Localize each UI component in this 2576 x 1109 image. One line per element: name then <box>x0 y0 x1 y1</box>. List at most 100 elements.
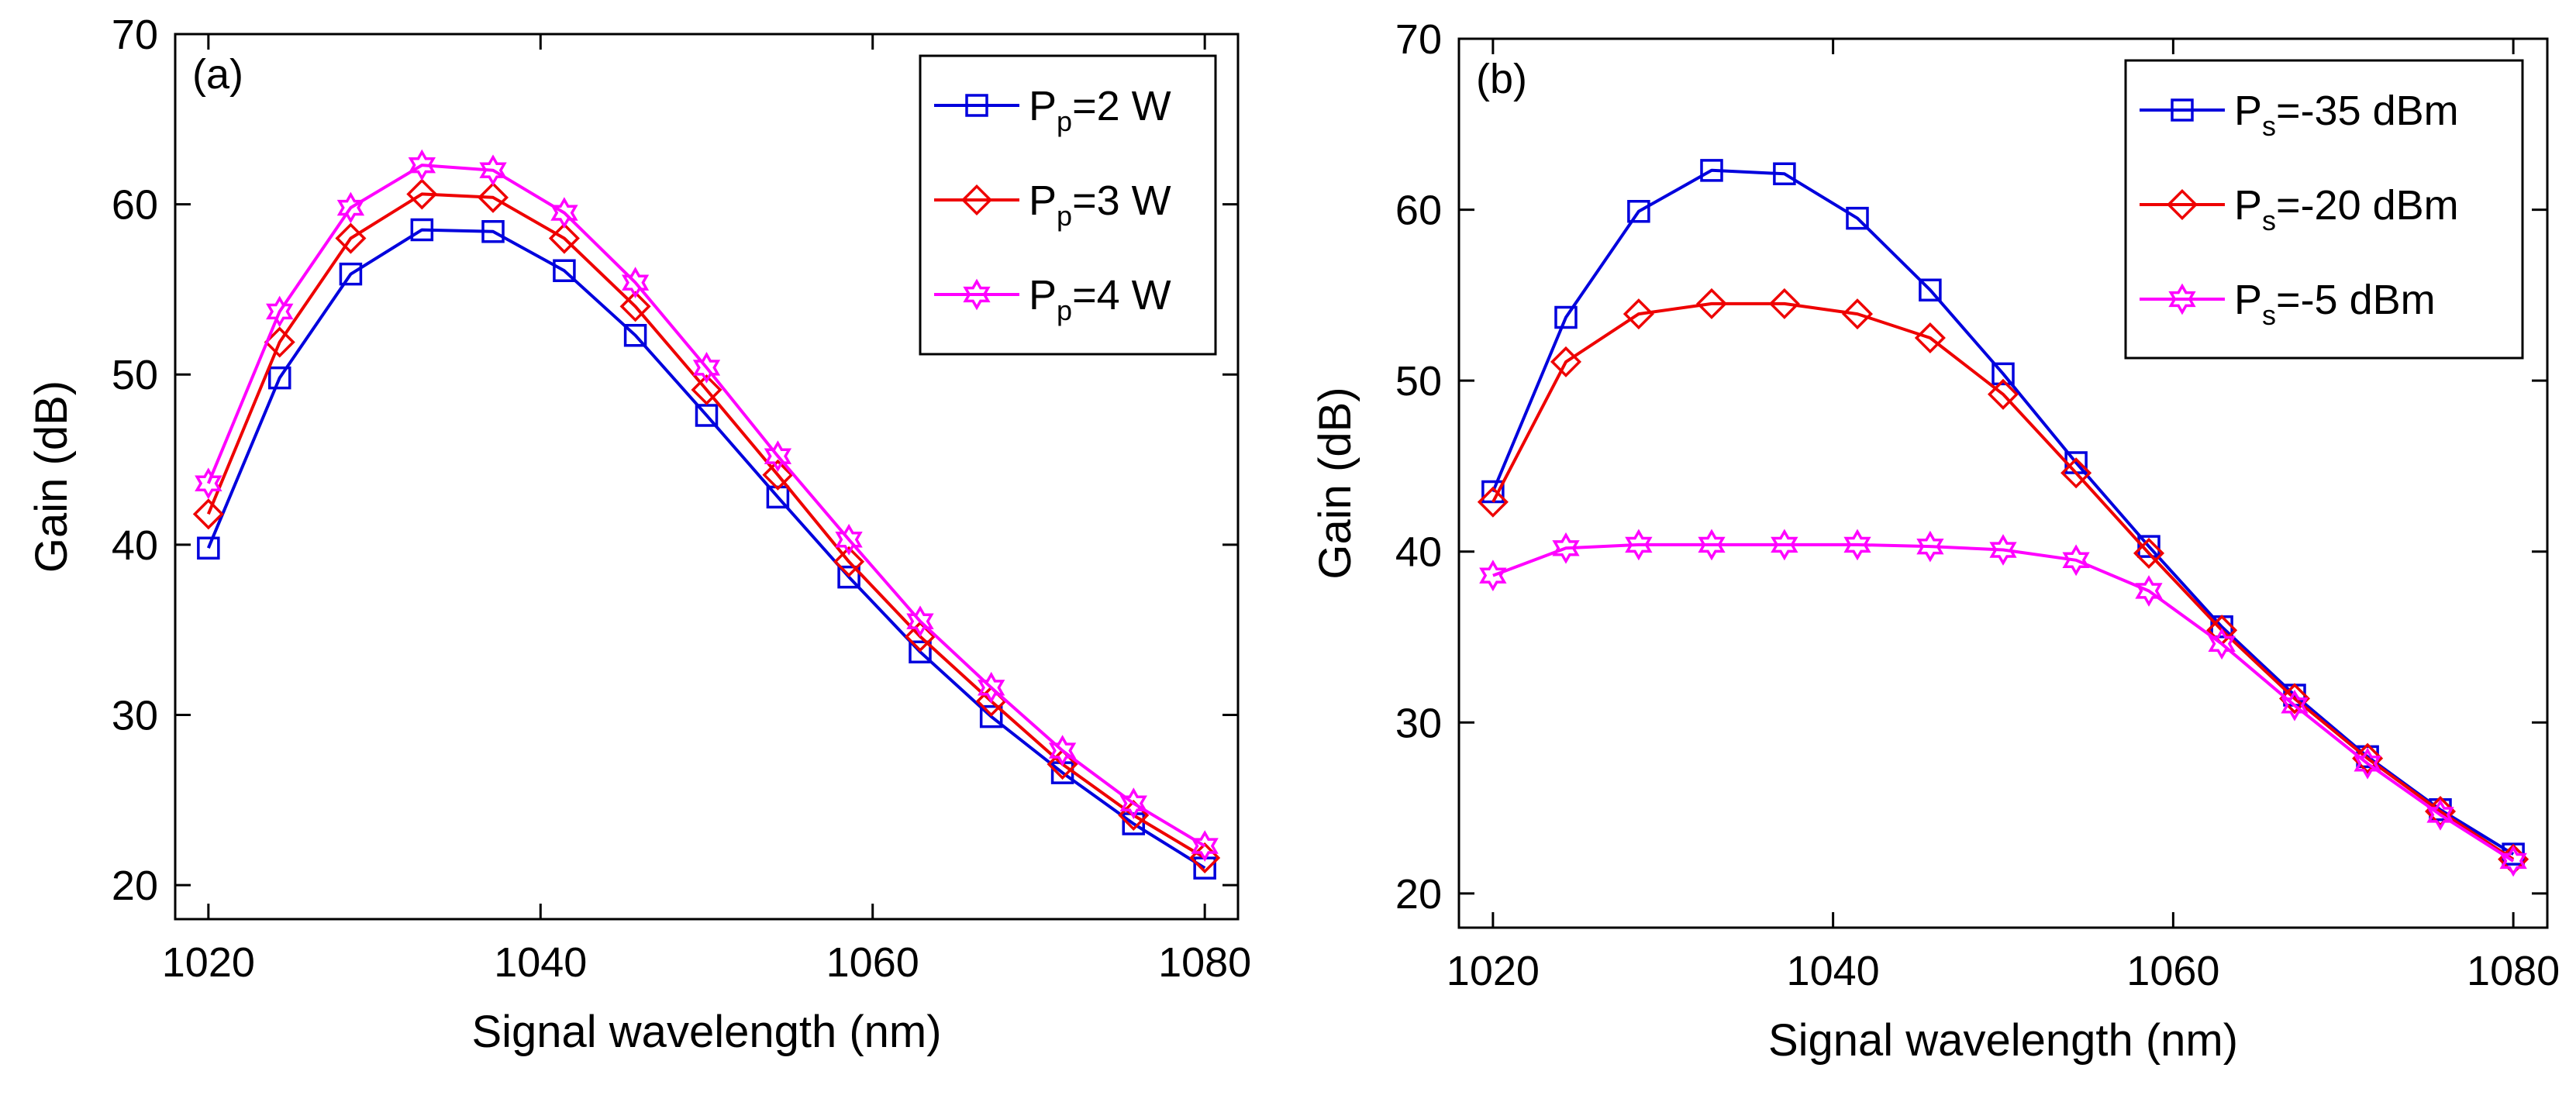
data-point-marker <box>1991 362 2015 386</box>
legend-entry-label: Ps=-20 dBm <box>2234 182 2459 236</box>
legend-entry-label: Ps=-35 dBm <box>2234 88 2459 142</box>
data-point-marker <box>1623 298 1654 330</box>
data-point-marker <box>1554 305 1578 329</box>
data-point-marker <box>1773 162 1796 186</box>
data-point-marker <box>1846 206 1869 230</box>
data-point-marker <box>477 181 509 213</box>
data-point-marker <box>1771 529 1798 561</box>
data-point-marker <box>192 498 224 530</box>
x-tick-label: 1060 <box>2126 948 2219 994</box>
data-point-marker <box>479 154 507 187</box>
data-point-marker <box>621 267 650 298</box>
data-point-marker <box>1625 529 1653 561</box>
legend-marker-sample <box>960 184 993 216</box>
data-point-marker <box>1919 278 1942 301</box>
data-point-marker <box>623 323 647 347</box>
data-point-marker <box>833 546 865 577</box>
legend-marker-sample <box>965 94 988 117</box>
data-point-marker <box>977 671 1005 704</box>
series-line-3 <box>1492 542 2515 863</box>
legend-marker-sample <box>963 278 991 311</box>
data-point-marker <box>2426 798 2454 831</box>
legend-entry-label: Ps=-5 dBm <box>2234 277 2436 331</box>
data-point-marker <box>1191 830 1219 863</box>
legend-entry-label: Pp=3 W <box>1029 177 1171 232</box>
data-point-marker <box>1552 532 1580 564</box>
data-point-marker <box>835 523 863 556</box>
data-point-marker <box>336 191 365 224</box>
legend-marker-sample <box>2168 283 2196 315</box>
data-point-marker <box>550 197 578 229</box>
data-point-marker <box>267 366 291 390</box>
data-point-marker <box>979 704 1003 728</box>
data-point-marker <box>264 326 295 358</box>
data-point-marker <box>195 467 222 500</box>
x-tick-label: 1080 <box>1158 939 1251 986</box>
data-point-marker <box>2281 689 2309 722</box>
data-point-marker <box>619 291 651 322</box>
x-tick-label: 1040 <box>494 939 587 986</box>
x-tick-label: 1020 <box>1447 948 1540 994</box>
panel-label: (b) <box>1476 56 1527 102</box>
data-point-marker <box>2133 537 2165 569</box>
series-line-2 <box>206 192 1206 859</box>
data-point-marker <box>548 222 580 254</box>
data-point-marker <box>1987 378 2019 410</box>
data-point-marker <box>339 262 363 286</box>
series-line-2 <box>1491 301 2515 861</box>
series-line-1 <box>1491 168 2515 856</box>
data-point-marker <box>906 605 934 638</box>
data-point-marker <box>1048 735 1077 767</box>
data-point-marker <box>904 621 936 653</box>
data-point-marker <box>197 536 220 560</box>
y-axis-title: Gain (dB) <box>26 381 77 573</box>
x-tick-label: 1040 <box>1787 948 1880 994</box>
data-point-marker <box>692 351 721 384</box>
data-point-marker <box>2352 742 2384 774</box>
data-point-marker <box>406 178 438 210</box>
data-point-marker <box>481 220 505 243</box>
panel-b: 1020 1040 1060 1080 20 30 40 50 60 70 Signal wavel… <box>1310 16 2560 1066</box>
data-point-marker <box>266 295 294 328</box>
y-tick-label: 50 <box>112 352 158 398</box>
data-point-marker <box>1916 530 1944 563</box>
data-point-marker <box>1193 856 1216 880</box>
data-point-marker <box>2062 544 2090 577</box>
data-point-marker <box>695 404 719 427</box>
y-tick-label: 20 <box>1395 871 1442 918</box>
data-point-marker <box>2354 747 2381 780</box>
panel-label: (a) <box>192 51 243 98</box>
data-point-marker <box>2064 451 2088 474</box>
y-tick-label: 50 <box>1395 358 1442 405</box>
data-point-marker <box>2135 575 2163 607</box>
data-point-marker <box>1047 749 1078 780</box>
data-point-marker <box>1481 480 1505 504</box>
data-point-marker <box>1122 812 1146 835</box>
data-point-marker <box>2060 457 2092 489</box>
data-point-marker <box>1477 486 1509 518</box>
y-tick-label: 40 <box>1395 529 1442 576</box>
data-point-marker <box>1841 298 1874 330</box>
series-line-3 <box>206 164 1206 848</box>
legend-entry-label: Pp=2 W <box>1029 83 1171 137</box>
y-tick-label: 70 <box>1395 16 1442 63</box>
y-tick-label: 40 <box>112 522 158 569</box>
data-point-marker <box>335 222 367 254</box>
data-point-marker <box>909 640 932 663</box>
data-point-marker <box>1479 560 1507 591</box>
legend-marker-sample <box>2171 98 2194 122</box>
data-point-marker <box>1843 529 1871 561</box>
panel-a: 1020 1040 1060 1080 20 30 40 50 60 70 Signal wavel… <box>26 12 1251 1057</box>
y-tick-label: 70 <box>112 12 158 58</box>
data-point-marker <box>691 374 722 406</box>
data-point-marker <box>410 218 434 242</box>
y-axis-title: Gain (dB) <box>1310 387 1360 579</box>
data-point-marker <box>1050 761 1074 784</box>
data-point-marker <box>1989 534 2017 566</box>
data-point-marker <box>1627 200 1650 223</box>
y-tick-label: 30 <box>112 692 158 739</box>
x-axis-title: Signal wavelength (nm) <box>1768 1015 2238 1066</box>
legend-entry-label: Pp=4 W <box>1029 272 1171 326</box>
data-point-marker <box>1700 159 1723 182</box>
